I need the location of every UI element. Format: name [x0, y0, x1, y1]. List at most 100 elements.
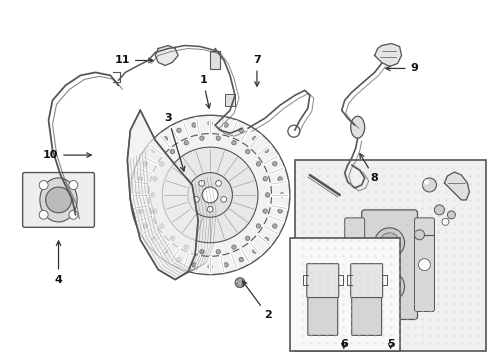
- Bar: [290, 238, 399, 351]
- Circle shape: [239, 257, 244, 262]
- Circle shape: [177, 257, 181, 262]
- Ellipse shape: [350, 212, 429, 317]
- Circle shape: [375, 272, 405, 302]
- Circle shape: [232, 140, 236, 145]
- Circle shape: [192, 123, 196, 127]
- Circle shape: [265, 193, 270, 197]
- Circle shape: [422, 178, 437, 192]
- Polygon shape: [375, 44, 401, 67]
- Circle shape: [216, 136, 220, 140]
- Text: 5: 5: [387, 339, 394, 349]
- Polygon shape: [155, 45, 178, 66]
- Circle shape: [69, 181, 78, 190]
- Circle shape: [200, 249, 204, 254]
- Circle shape: [224, 263, 228, 267]
- Circle shape: [170, 149, 175, 154]
- FancyBboxPatch shape: [362, 210, 417, 319]
- FancyBboxPatch shape: [225, 94, 235, 106]
- Text: 9: 9: [386, 63, 418, 73]
- Text: 10: 10: [43, 150, 91, 160]
- Circle shape: [278, 177, 282, 181]
- Text: 3: 3: [165, 113, 185, 171]
- Circle shape: [130, 115, 290, 275]
- Circle shape: [264, 148, 269, 152]
- Circle shape: [152, 148, 156, 152]
- Circle shape: [380, 233, 399, 253]
- Text: 1: 1: [199, 75, 210, 108]
- Circle shape: [239, 128, 244, 132]
- Circle shape: [184, 140, 189, 145]
- Circle shape: [256, 162, 261, 166]
- FancyBboxPatch shape: [345, 218, 365, 311]
- Circle shape: [418, 259, 431, 271]
- FancyBboxPatch shape: [352, 296, 382, 336]
- Circle shape: [224, 123, 228, 127]
- Ellipse shape: [351, 116, 365, 138]
- FancyBboxPatch shape: [415, 218, 435, 311]
- Circle shape: [152, 238, 156, 242]
- FancyBboxPatch shape: [308, 296, 338, 336]
- Circle shape: [380, 276, 399, 297]
- FancyBboxPatch shape: [351, 264, 383, 298]
- Circle shape: [263, 209, 268, 213]
- Text: 8: 8: [360, 154, 378, 183]
- Circle shape: [447, 211, 455, 219]
- Circle shape: [375, 228, 405, 258]
- Circle shape: [192, 263, 196, 267]
- Circle shape: [280, 193, 284, 197]
- Circle shape: [245, 236, 250, 240]
- Circle shape: [162, 147, 258, 243]
- Circle shape: [160, 162, 164, 166]
- Circle shape: [253, 249, 257, 253]
- Circle shape: [163, 249, 168, 253]
- Circle shape: [39, 181, 48, 190]
- Circle shape: [442, 219, 449, 225]
- Ellipse shape: [40, 178, 77, 222]
- Circle shape: [138, 177, 142, 181]
- Circle shape: [435, 205, 444, 215]
- Circle shape: [424, 180, 429, 184]
- Circle shape: [46, 187, 72, 213]
- Circle shape: [136, 193, 141, 197]
- Circle shape: [69, 210, 78, 219]
- Circle shape: [235, 278, 245, 288]
- Text: 7: 7: [253, 55, 261, 86]
- Circle shape: [153, 176, 157, 181]
- Circle shape: [202, 187, 218, 203]
- Circle shape: [200, 136, 204, 140]
- Circle shape: [272, 224, 277, 228]
- Circle shape: [143, 162, 147, 166]
- Polygon shape: [127, 110, 198, 280]
- Circle shape: [153, 209, 157, 213]
- Circle shape: [349, 259, 361, 271]
- Circle shape: [415, 230, 424, 240]
- Circle shape: [263, 176, 268, 181]
- Circle shape: [188, 173, 232, 217]
- Circle shape: [208, 121, 212, 125]
- Circle shape: [150, 193, 155, 197]
- Circle shape: [184, 245, 189, 249]
- Circle shape: [148, 134, 271, 256]
- Polygon shape: [444, 172, 469, 200]
- Circle shape: [245, 149, 250, 154]
- Circle shape: [194, 197, 199, 202]
- Circle shape: [272, 162, 277, 166]
- Circle shape: [208, 265, 212, 269]
- Circle shape: [256, 224, 261, 228]
- Circle shape: [232, 245, 236, 249]
- Circle shape: [221, 197, 227, 202]
- Circle shape: [170, 236, 175, 240]
- Circle shape: [160, 224, 164, 228]
- FancyBboxPatch shape: [210, 51, 220, 69]
- Circle shape: [39, 210, 48, 219]
- Circle shape: [143, 224, 147, 228]
- Circle shape: [278, 209, 282, 213]
- Circle shape: [253, 137, 257, 141]
- Circle shape: [199, 180, 204, 186]
- Circle shape: [216, 180, 221, 186]
- Circle shape: [177, 128, 181, 132]
- FancyBboxPatch shape: [307, 264, 339, 298]
- Text: 4: 4: [54, 241, 62, 285]
- Circle shape: [216, 249, 220, 254]
- Text: 2: 2: [243, 281, 272, 320]
